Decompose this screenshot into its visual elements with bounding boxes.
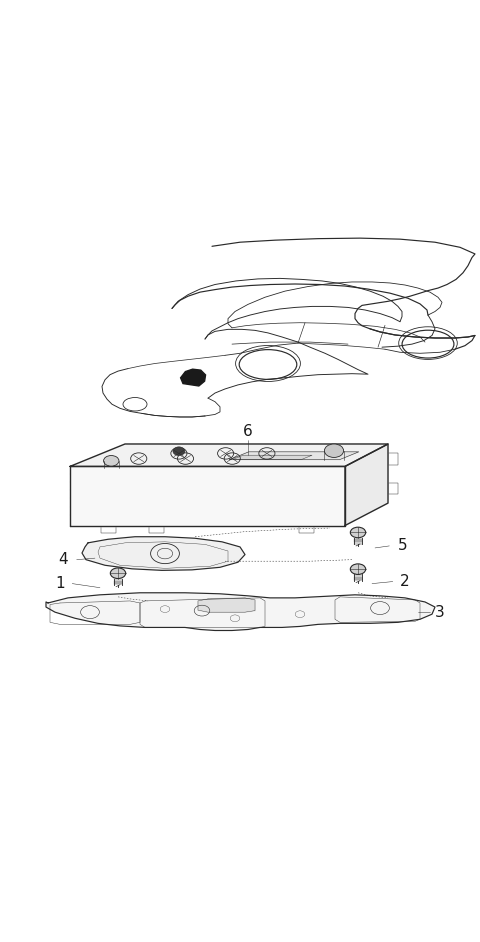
Polygon shape [345, 444, 388, 526]
Ellipse shape [324, 444, 344, 458]
Polygon shape [180, 369, 205, 386]
Text: 4: 4 [59, 552, 68, 567]
Polygon shape [70, 444, 388, 466]
Polygon shape [82, 537, 245, 570]
Ellipse shape [104, 456, 119, 466]
Polygon shape [233, 455, 312, 460]
Ellipse shape [350, 528, 366, 538]
Text: 2: 2 [400, 574, 409, 589]
Ellipse shape [173, 447, 185, 456]
Polygon shape [46, 593, 435, 630]
Polygon shape [198, 598, 255, 612]
Ellipse shape [110, 568, 126, 578]
Polygon shape [70, 466, 345, 526]
Text: 5: 5 [398, 539, 408, 553]
Ellipse shape [350, 564, 366, 575]
Text: 6: 6 [243, 424, 253, 439]
Polygon shape [229, 452, 359, 460]
Text: 1: 1 [55, 577, 65, 592]
Text: 3: 3 [435, 605, 445, 620]
